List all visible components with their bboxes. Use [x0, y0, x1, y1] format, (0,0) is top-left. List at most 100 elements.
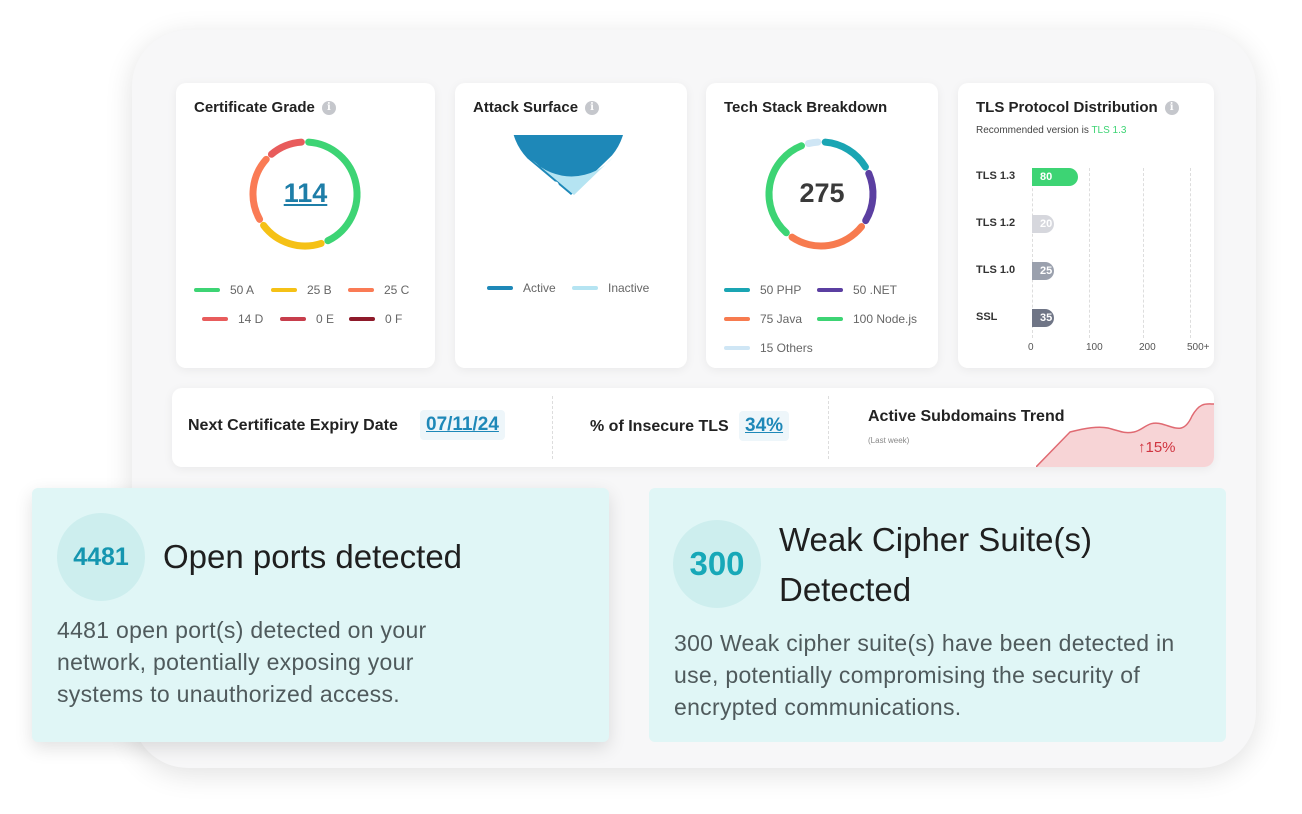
grade-legend-item-label: 25 B	[307, 283, 332, 297]
grade-legend-item-4: 0 E	[280, 312, 334, 326]
trend-area	[1036, 403, 1214, 467]
gridline	[1190, 168, 1191, 338]
tech-legend-item-swatch	[817, 317, 843, 321]
gridline	[1143, 168, 1144, 338]
certificate-grade-title: Certificate Grade i	[194, 99, 336, 116]
attack-surface-card: Attack Surface i 110 40 Active Inactive	[455, 83, 687, 368]
tech-legend-item-swatch	[724, 288, 750, 292]
tech-arc-2[interactable]	[862, 169, 877, 225]
tech-arc-4[interactable]	[765, 142, 806, 237]
tech-legend-item-2: 75 Java	[724, 312, 802, 326]
weak-cipher-card: 300 Weak Cipher Suite(s) Detected 300 We…	[649, 488, 1226, 742]
attack-surface-pie: 110 40	[511, 135, 625, 216]
tls-bar[interactable]: 35	[1032, 309, 1054, 327]
grade-legend-item-label: 25 C	[384, 283, 410, 297]
grade-legend-item-2: 25 C	[348, 283, 409, 297]
tls-bar[interactable]: 80	[1032, 168, 1079, 186]
grade-arc-2[interactable]	[249, 155, 270, 223]
tls-distribution-label: TLS Protocol Distribution	[976, 99, 1158, 116]
tls-row-label: TLS 1.0	[976, 264, 1016, 276]
legend-active: Active	[487, 281, 556, 295]
grade-legend-item-swatch	[349, 317, 375, 321]
pie-active-value: 110	[532, 178, 559, 197]
grade-legend-item-swatch	[194, 288, 220, 292]
tls-axis-tick: 100	[1086, 342, 1103, 353]
info-icon[interactable]: i	[321, 100, 336, 115]
open-ports-title: Open ports detected	[163, 538, 463, 575]
legend-inactive: Inactive	[572, 281, 649, 295]
grade-arc-0[interactable]	[305, 138, 361, 245]
tech-arc-0[interactable]	[804, 138, 822, 148]
tls-axis-tick: 200	[1139, 342, 1156, 353]
weak-cipher-title: Weak Cipher Suite(s) Detected	[779, 521, 1093, 608]
tls-row-label: TLS 1.3	[976, 170, 1016, 182]
tech-arc-3[interactable]	[788, 223, 866, 250]
tech-legend-item-swatch	[817, 288, 843, 292]
tls-axis-tick: 500+	[1187, 342, 1210, 353]
pie-slice-inactive[interactable]	[531, 156, 614, 195]
tech-legend-item-3: 100 Node.js	[817, 312, 917, 326]
summary-strip: Next Certificate Expiry Date 07/11/24 % …	[172, 388, 1214, 467]
tech-legend-item-label: 50 .NET	[853, 283, 898, 297]
tech-legend-item-swatch	[724, 317, 750, 321]
tls-distribution-title: TLS Protocol Distribution i	[976, 99, 1179, 116]
expiry-date-label: Next Certificate Expiry Date	[188, 417, 398, 434]
certificate-grade-donut	[249, 138, 361, 250]
pie-inactive-value: 40	[591, 197, 610, 216]
tech-legend-item-label: 75 Java	[760, 312, 803, 326]
tech-legend-item-0: 50 PHP	[724, 283, 801, 297]
tech-stack-donut	[765, 138, 877, 250]
subdomains-trend-sparkline	[1036, 403, 1214, 467]
tls-recommended-version: TLS 1.3	[1091, 125, 1127, 136]
subdomains-trend-change: ↑15%	[1138, 439, 1176, 456]
gridline	[1089, 168, 1090, 338]
open-ports-count: 4481	[57, 513, 145, 601]
tech-legend-item-swatch	[724, 346, 750, 350]
gridline	[1032, 168, 1033, 338]
subdomains-trend-period: (Last week)	[868, 436, 910, 445]
tls-row-label: SSL	[976, 311, 998, 323]
grade-legend-item-swatch	[280, 317, 306, 321]
grade-legend-item-swatch	[271, 288, 297, 292]
insecure-tls-value[interactable]: 34%	[739, 411, 790, 441]
grade-arc-3[interactable]	[267, 138, 305, 158]
tech-legend-item-label: 50 PHP	[760, 283, 802, 297]
legend-inactive-swatch	[572, 286, 598, 290]
tech-legend-item-4: 15 Others	[724, 341, 813, 355]
strip-divider	[552, 396, 553, 459]
legend-active-label: Active	[523, 281, 556, 295]
tech-stack-title: Tech Stack Breakdown	[724, 99, 887, 116]
info-icon[interactable]: i	[1164, 100, 1179, 115]
open-ports-card: 4481 Open ports detected 4481 open port(…	[32, 488, 609, 742]
trend-line	[1036, 403, 1214, 467]
tech-stack-card: Tech Stack Breakdown 275 50 PHP 50 .NET 75…	[706, 83, 938, 368]
weak-cipher-count: 300	[673, 520, 761, 608]
tls-axis-tick: 0	[1028, 342, 1034, 353]
grade-legend-item-5: 0 F	[349, 312, 402, 326]
tech-arc-1[interactable]	[821, 138, 869, 171]
grade-legend-item-0: 50 A	[194, 283, 254, 297]
certificate-grade-total[interactable]: 114	[283, 178, 328, 208]
expiry-date-value[interactable]: 07/11/24	[420, 410, 505, 440]
attack-surface-title: Attack Surface i	[473, 99, 600, 116]
certificate-grade-label: Certificate Grade	[194, 99, 315, 116]
tls-bar[interactable]: 20	[1032, 215, 1054, 233]
info-icon[interactable]: i	[585, 100, 600, 115]
grade-arc-1[interactable]	[260, 221, 325, 250]
tls-distribution-card: TLS Protocol Distribution i Recommended …	[958, 83, 1214, 368]
tech-stack-label: Tech Stack Breakdown	[724, 99, 888, 116]
grade-legend-item-swatch	[202, 317, 228, 321]
tls-bar[interactable]: 25	[1032, 262, 1054, 280]
tech-stack-total: 275	[799, 178, 845, 208]
insecure-tls-label: % of Insecure TLS	[590, 418, 729, 435]
strip-divider	[828, 396, 829, 459]
legend-inactive-label: Inactive	[608, 281, 650, 295]
grade-legend-item-1: 25 B	[271, 283, 332, 297]
tech-legend-item-1: 50 .NET	[817, 283, 897, 297]
grade-legend-item-label: 14 D	[238, 312, 264, 326]
grade-legend-item-3: 14 D	[202, 312, 263, 326]
grade-legend-item-label: 0 F	[385, 312, 403, 326]
attack-surface-label: Attack Surface	[473, 99, 579, 116]
pie-slice-active[interactable]	[511, 135, 625, 195]
legend-active-swatch	[487, 286, 513, 290]
